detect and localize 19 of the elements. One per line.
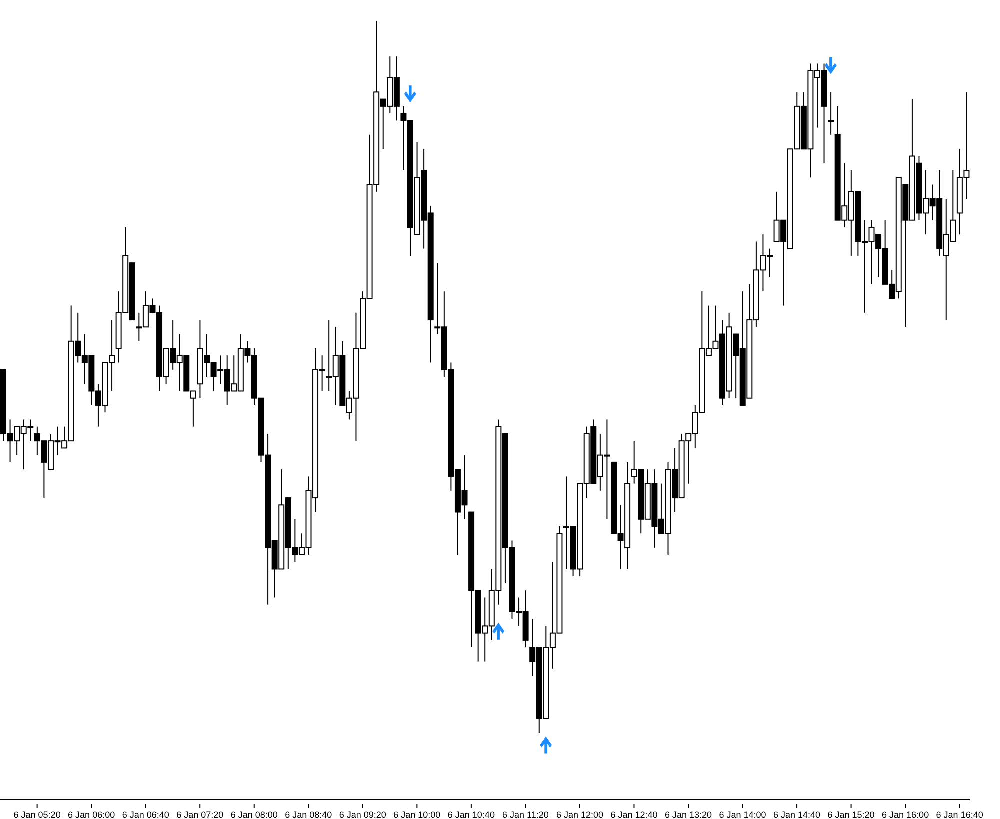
x-tick-label: 6 Jan 10:00 — [394, 810, 441, 819]
x-tick-label: 6 Jan 16:00 — [882, 810, 930, 819]
x-tick-label: 6 Jan 07:20 — [176, 810, 224, 819]
x-tick-label: 6 Jan 06:40 — [122, 810, 170, 819]
x-tick-label: 6 Jan 14:00 — [719, 810, 766, 819]
x-tick-label: 6 Jan 12:00 — [556, 810, 604, 819]
x-tick-label: 6 Jan 08:00 — [230, 810, 278, 819]
candlestick — [828, 92, 834, 136]
x-tick-label: 6 Jan 08:40 — [285, 810, 332, 819]
x-tick-label: 6 Jan 05:20 — [14, 810, 61, 819]
x-tick-label: 6 Jan 06:00 — [68, 810, 116, 819]
x-tick-label: 6 Jan 16:40 — [936, 810, 984, 819]
x-tick-label: 6 Jan 13:20 — [664, 810, 712, 819]
x-tick-label: 6 Jan 10:40 — [448, 810, 495, 819]
x-tick-label: 6 Jan 15:20 — [828, 810, 875, 819]
x-tick-label: 6 Jan 12:40 — [610, 810, 658, 819]
x-tick-label: 6 Jan 11:20 — [502, 810, 549, 819]
x-tick-label: 6 Jan 09:20 — [339, 810, 386, 819]
x-tick-label: 6 Jan 14:40 — [774, 810, 821, 819]
